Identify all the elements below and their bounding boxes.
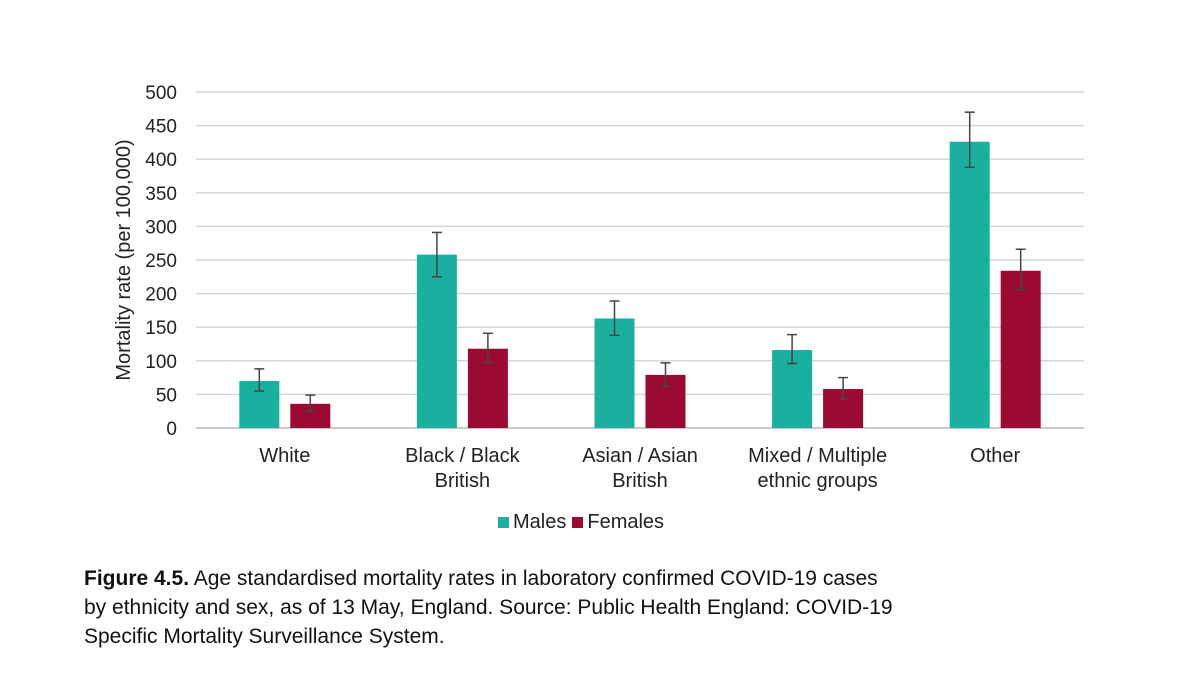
chart-gridlines <box>196 91 1084 429</box>
y-tick-label: 200 <box>145 285 177 306</box>
caption-line-3: Specific Mortality Surveillance System. <box>84 625 445 648</box>
legend-swatch-males <box>498 517 509 528</box>
y-tick-label: 350 <box>145 184 177 205</box>
x-category-label: Mixed / Multiple ethnic groups <box>748 445 887 492</box>
y-tick-label: 0 <box>166 419 177 440</box>
bar-males <box>416 254 457 428</box>
legend-label-females: Females <box>587 511 665 533</box>
figure-caption: Figure 4.5. Age standardised mortality r… <box>84 564 1134 651</box>
bar-males <box>949 141 990 428</box>
legend-swatch-females <box>572 517 584 528</box>
y-tick-label: 250 <box>145 251 177 272</box>
bar-females <box>1000 270 1041 428</box>
x-category-label: Asian / Asian British <box>582 445 698 492</box>
legend-label-males: Males <box>513 511 567 533</box>
y-tick-label: 300 <box>145 217 177 238</box>
legend-item-females: Females <box>572 511 664 534</box>
y-tick-label: 150 <box>145 318 177 339</box>
caption-lead: Figure 4.5. <box>84 567 190 590</box>
y-tick-label: 100 <box>145 352 177 373</box>
y-tick-label: 50 <box>156 385 177 406</box>
x-category-label: Other <box>970 445 1020 467</box>
bar-males <box>594 318 635 428</box>
y-tick-label: 500 <box>145 83 177 104</box>
y-tick-label: 400 <box>145 150 177 171</box>
caption-line-2: by ethnicity and sex, as of 13 May, Engl… <box>84 596 893 619</box>
legend-item-males: Males <box>498 511 566 534</box>
chart-bars <box>239 141 1041 428</box>
caption-line-1: Age standardised mortality rates in labo… <box>189 567 878 590</box>
y-tick-label: 450 <box>145 117 177 138</box>
chart: 0 50 100 150 200 250 300 350 400 450 500 White Blac… <box>113 83 1084 492</box>
x-category-label: White <box>259 445 310 467</box>
error-bars <box>254 111 1026 412</box>
chart-legend: Males Females <box>498 511 670 534</box>
x-axis-labels: White Black / Black British Asian / Asian Br… <box>259 445 1020 492</box>
y-axis-ticks: 0 50 100 150 200 250 300 350 400 450 500 <box>145 83 177 440</box>
x-category-label: Black / Black British <box>405 445 520 492</box>
y-axis-label: Mortality rate (per 100,000) <box>113 139 135 380</box>
